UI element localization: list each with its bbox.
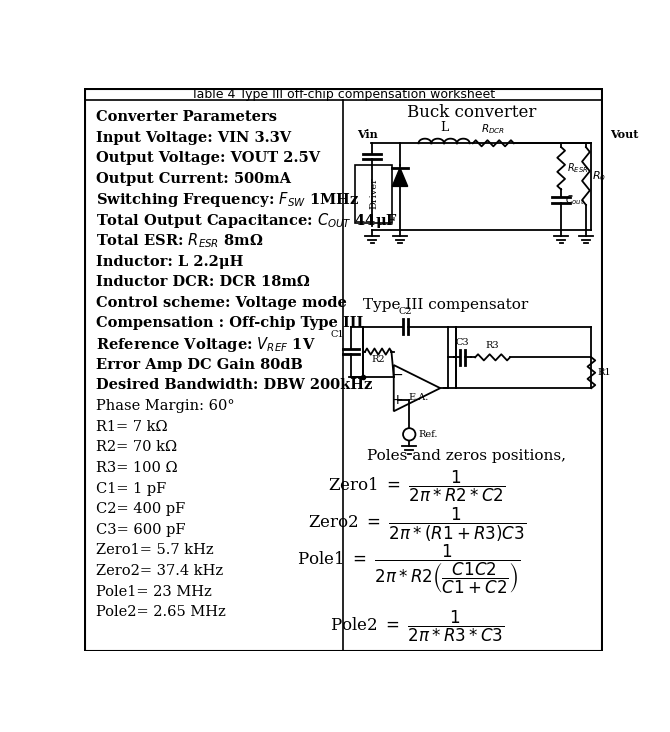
Text: C3: C3: [456, 337, 470, 346]
Text: C1= 1 pF: C1= 1 pF: [96, 482, 166, 496]
Text: −: −: [392, 368, 403, 382]
Text: R1: R1: [598, 368, 611, 377]
Text: Input Voltage: VIN 3.3V: Input Voltage: VIN 3.3V: [96, 131, 291, 145]
Text: $R_o$: $R_o$: [592, 168, 606, 182]
Text: R3= 100 Ω: R3= 100 Ω: [96, 461, 178, 475]
Text: R1= 7 kΩ: R1= 7 kΩ: [96, 419, 168, 433]
Text: C3= 600 pF: C3= 600 pF: [96, 523, 186, 537]
Text: R2= 70 kΩ: R2= 70 kΩ: [96, 440, 178, 455]
Text: Pole1= 23 MHz: Pole1= 23 MHz: [96, 585, 212, 599]
Text: Pole1 $=$ $\dfrac{1}{2\pi * R2\left(\dfrac{C1C2}{C1 + C2}\right)}$: Pole1 $=$ $\dfrac{1}{2\pi * R2\left(\dfr…: [297, 542, 521, 596]
Text: C1: C1: [330, 330, 344, 340]
Text: R3: R3: [486, 340, 499, 350]
Text: Poles and zeros positions,: Poles and zeros positions,: [366, 449, 565, 463]
Text: Output Current: 500mA: Output Current: 500mA: [96, 172, 291, 186]
Text: Error Amp DC Gain 80dB: Error Amp DC Gain 80dB: [96, 358, 303, 372]
Text: Zero1 $=$ $\dfrac{1}{2\pi * R2 * C2}$: Zero1 $=$ $\dfrac{1}{2\pi * R2 * C2}$: [328, 469, 506, 504]
Polygon shape: [392, 168, 408, 187]
Text: Zero2 $=$ $\dfrac{1}{2\pi * (R1 + R3)C3}$: Zero2 $=$ $\dfrac{1}{2\pi * (R1 + R3)C3}…: [308, 506, 526, 545]
Text: Desired Bandwidth: DBW 200kHz: Desired Bandwidth: DBW 200kHz: [96, 378, 373, 392]
Text: Ref.: Ref.: [419, 430, 438, 439]
Text: $R_{DCR}$: $R_{DCR}$: [481, 122, 505, 135]
Text: Converter Parameters: Converter Parameters: [96, 110, 277, 124]
Text: R2: R2: [371, 356, 385, 365]
Text: Vout: Vout: [610, 130, 639, 141]
Text: Pole2 $=$ $\dfrac{1}{2\pi * R3 * C3}$: Pole2 $=$ $\dfrac{1}{2\pi * R3 * C3}$: [330, 609, 505, 644]
Text: Driver: Driver: [369, 177, 378, 209]
Text: L: L: [440, 121, 448, 134]
Text: C2= 400 pF: C2= 400 pF: [96, 502, 186, 516]
Text: Inductor: L 2.2μH: Inductor: L 2.2μH: [96, 255, 243, 269]
Text: $C_{out}$: $C_{out}$: [565, 193, 585, 207]
Text: Switching Frequency: $F_{SW}$ 1MHz: Switching Frequency: $F_{SW}$ 1MHz: [96, 190, 359, 209]
Text: Buck converter: Buck converter: [407, 104, 536, 121]
Text: $R_{ESR}$: $R_{ESR}$: [567, 161, 589, 175]
Text: Type III compensator: Type III compensator: [362, 298, 528, 312]
Text: Inductor DCR: DCR 18mΩ: Inductor DCR: DCR 18mΩ: [96, 275, 310, 289]
Text: Zero2= 37.4 kHz: Zero2= 37.4 kHz: [96, 564, 223, 578]
Text: Vin: Vin: [357, 130, 378, 141]
Text: Total Output Capacitance: $C_{OUT}$ 44μF: Total Output Capacitance: $C_{OUT}$ 44μF: [96, 211, 398, 230]
Text: Table 4 Type III off-chip compensation worksheet: Table 4 Type III off-chip compensation w…: [192, 89, 495, 101]
Text: Reference Voltage: $V_{REF}$ 1V: Reference Voltage: $V_{REF}$ 1V: [96, 335, 316, 354]
Text: Compensation : Off-chip Type III: Compensation : Off-chip Type III: [96, 316, 363, 330]
Text: Pole2= 2.65 MHz: Pole2= 2.65 MHz: [96, 605, 226, 619]
Text: Total ESR: $R_{ESR}$ 8mΩ: Total ESR: $R_{ESR}$ 8mΩ: [96, 231, 264, 250]
Bar: [355, 165, 392, 223]
Text: +: +: [392, 392, 403, 407]
Text: Phase Margin: 60°: Phase Margin: 60°: [96, 399, 234, 413]
Text: E.A.: E.A.: [408, 393, 429, 402]
Text: Zero1= 5.7 kHz: Zero1= 5.7 kHz: [96, 543, 214, 558]
Text: Output Voltage: VOUT 2.5V: Output Voltage: VOUT 2.5V: [96, 152, 320, 165]
Text: C2: C2: [399, 307, 412, 315]
Text: Control scheme: Voltage mode: Control scheme: Voltage mode: [96, 296, 347, 310]
